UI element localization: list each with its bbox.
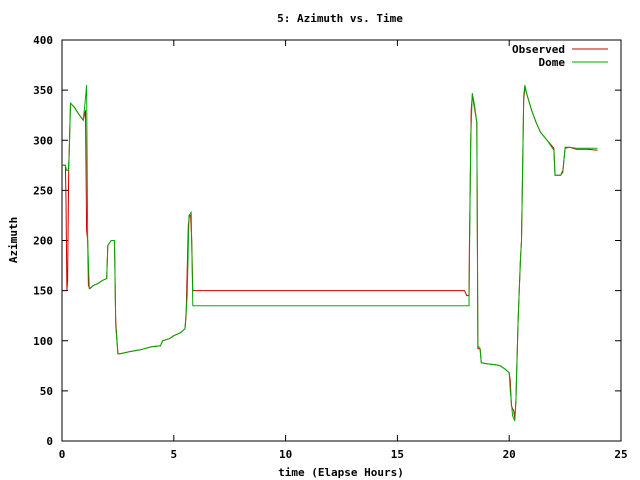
y-tick-label: 150 (33, 285, 53, 298)
y-tick-label: 0 (46, 435, 53, 448)
x-tick-label: 10 (279, 448, 292, 461)
series-line-dome (62, 84, 598, 422)
legend-label-dome: Dome (539, 56, 566, 69)
x-tick-label: 25 (614, 448, 627, 461)
legend-label-observed: Observed (512, 43, 565, 56)
series-layer (62, 84, 598, 422)
x-tick-label: 5 (170, 448, 177, 461)
x-tick-label: 15 (391, 448, 404, 461)
x-tick-label: 20 (503, 448, 516, 461)
chart-title: 5: Azimuth vs. Time (277, 12, 403, 25)
y-tick-label: 350 (33, 84, 53, 97)
plot-frame (61, 39, 622, 442)
y-tick-label: 100 (33, 335, 53, 348)
x-axis-label: time (Elapse Hours) (278, 466, 404, 479)
y-tick-label: 300 (33, 134, 53, 147)
y-tick-label: 400 (33, 34, 53, 47)
x-tick-label: 0 (59, 448, 66, 461)
y-tick-label: 250 (33, 184, 53, 197)
y-axis-label: Azimuth (7, 217, 20, 263)
y-tick-label: 200 (33, 235, 53, 248)
y-tick-label: 50 (40, 385, 53, 398)
